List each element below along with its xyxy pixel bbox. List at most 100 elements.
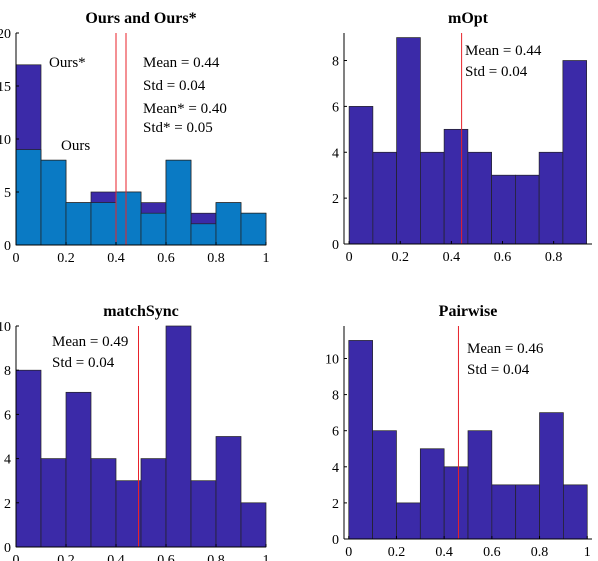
series-label: Ours bbox=[61, 138, 90, 154]
histogram-bar bbox=[419, 448, 445, 540]
histogram-bar bbox=[240, 212, 267, 246]
y-tick-label: 8 bbox=[4, 364, 11, 379]
x-tick-label: 0.6 bbox=[157, 553, 175, 561]
x-tick-label: 0.6 bbox=[483, 545, 501, 560]
histogram-bar bbox=[562, 60, 587, 245]
x-tick-label: 0.8 bbox=[531, 545, 549, 560]
histogram-bar bbox=[65, 202, 92, 246]
x-tick-label: 0.2 bbox=[391, 250, 409, 265]
chart-panel-2: mOpt 0 0.2 0.4 0.6 0.8 0 2 4 6 8 Mean = 0.44 Std = 0… bbox=[332, 10, 592, 265]
histogram-bar bbox=[372, 151, 397, 245]
y-tick-label: 10 bbox=[325, 352, 339, 367]
x-tick-label: 0.8 bbox=[207, 553, 225, 561]
histogram-bar bbox=[563, 484, 588, 540]
histogram-bar bbox=[165, 325, 192, 548]
histogram-bar bbox=[115, 480, 142, 548]
histogram-bar bbox=[190, 480, 217, 548]
histogram-bar bbox=[467, 151, 492, 245]
y-tick-label: 10 bbox=[0, 320, 11, 335]
histogram-bar bbox=[515, 174, 540, 245]
histogram-bar bbox=[443, 128, 469, 245]
x-tick-label: 0.2 bbox=[57, 553, 75, 561]
y-tick-label: 2 bbox=[4, 497, 11, 512]
x-tick-label: 0.4 bbox=[107, 251, 125, 266]
y-tick-label: 4 bbox=[332, 146, 339, 161]
stat-annotation: Mean = 0.46 bbox=[467, 341, 544, 357]
histogram-bar bbox=[515, 484, 540, 540]
chart-title: mOpt bbox=[448, 10, 489, 27]
histogram-bar bbox=[443, 466, 469, 540]
histogram-bar bbox=[372, 430, 397, 540]
y-tick-label: 0 bbox=[332, 238, 339, 253]
histogram-bar bbox=[538, 151, 564, 245]
x-tick-label: 0.8 bbox=[207, 251, 225, 266]
x-tick-label: 0.8 bbox=[545, 250, 563, 265]
y-tick-label: 5 bbox=[4, 186, 11, 201]
histogram-bar bbox=[396, 502, 421, 540]
y-tick-label: 2 bbox=[332, 192, 339, 207]
chart-panel-1: Ours and Ours*0 0.2 0.4 0.6 0.8 105101520Mean… bbox=[0, 10, 270, 266]
stat-annotation: Mean = 0.44 bbox=[143, 55, 220, 71]
y-tick-label: 10 bbox=[0, 133, 11, 148]
x-tick-label: 0.2 bbox=[388, 545, 406, 560]
histogram-bar bbox=[90, 458, 117, 548]
x-tick-label: 0.2 bbox=[57, 251, 75, 266]
histogram-bar bbox=[90, 202, 117, 246]
histogram-bar bbox=[491, 484, 517, 540]
histogram-bar bbox=[165, 159, 192, 246]
stat-annotation: Mean = 0.49 bbox=[52, 334, 128, 350]
series-label: Ours* bbox=[49, 55, 86, 71]
histogram-bar bbox=[215, 436, 242, 548]
y-tick-label: 6 bbox=[4, 408, 11, 423]
stat-annotation: Std = 0.04 bbox=[52, 355, 115, 371]
x-tick-label: 0.4 bbox=[443, 250, 461, 265]
histogram-bar bbox=[140, 458, 167, 548]
x-tick-label: 0.4 bbox=[435, 545, 453, 560]
histogram-bar bbox=[348, 340, 373, 540]
x-tick-label: 0 bbox=[13, 251, 20, 266]
histogram-bar bbox=[15, 149, 42, 246]
y-tick-label: 8 bbox=[332, 55, 339, 70]
stat-annotation: Std* = 0.05 bbox=[143, 120, 213, 136]
chart-title: Ours and Ours* bbox=[85, 10, 196, 27]
y-tick-label: 8 bbox=[332, 389, 339, 404]
y-tick-label: 20 bbox=[0, 27, 11, 42]
x-tick-label: 0.6 bbox=[494, 250, 512, 265]
x-tick-label: 0.6 bbox=[157, 251, 175, 266]
histogram-bar bbox=[396, 37, 421, 245]
histogram-bar bbox=[190, 223, 217, 246]
histogram-bar bbox=[467, 430, 493, 540]
chart-title: Pairwise bbox=[439, 303, 498, 320]
y-tick-label: 4 bbox=[4, 453, 11, 468]
histogram-bar bbox=[215, 202, 242, 246]
histogram-bar bbox=[40, 458, 67, 548]
histogram-bar bbox=[40, 159, 67, 246]
y-tick-label: 6 bbox=[332, 100, 339, 115]
y-tick-label: 0 bbox=[4, 541, 11, 556]
x-tick-label: 1 bbox=[263, 251, 270, 266]
x-tick-label: 1 bbox=[584, 545, 591, 560]
y-tick-label: 2 bbox=[332, 497, 339, 512]
histogram-bar bbox=[15, 369, 42, 548]
stat-annotation: Std = 0.04 bbox=[465, 64, 528, 80]
y-tick-label: 0 bbox=[4, 239, 11, 254]
stat-annotation: Std = 0.04 bbox=[467, 362, 530, 378]
histogram-bar bbox=[539, 412, 564, 540]
x-tick-label: 0 bbox=[346, 250, 353, 265]
histogram-bar bbox=[348, 106, 374, 245]
y-tick-label: 4 bbox=[332, 461, 339, 476]
chart-title: matchSync bbox=[103, 303, 179, 320]
y-tick-label: 15 bbox=[0, 80, 11, 95]
stat-annotation: Mean = 0.44 bbox=[465, 43, 542, 59]
stat-annotation: Mean* = 0.40 bbox=[143, 101, 227, 117]
x-tick-label: 0.4 bbox=[107, 553, 125, 561]
histogram-bar bbox=[420, 151, 445, 245]
histogram-bar bbox=[115, 191, 142, 246]
stat-annotation: Std = 0.04 bbox=[143, 78, 206, 94]
y-tick-label: 0 bbox=[332, 533, 339, 548]
x-tick-label: 0 bbox=[13, 553, 20, 561]
histogram-bar bbox=[140, 212, 167, 246]
